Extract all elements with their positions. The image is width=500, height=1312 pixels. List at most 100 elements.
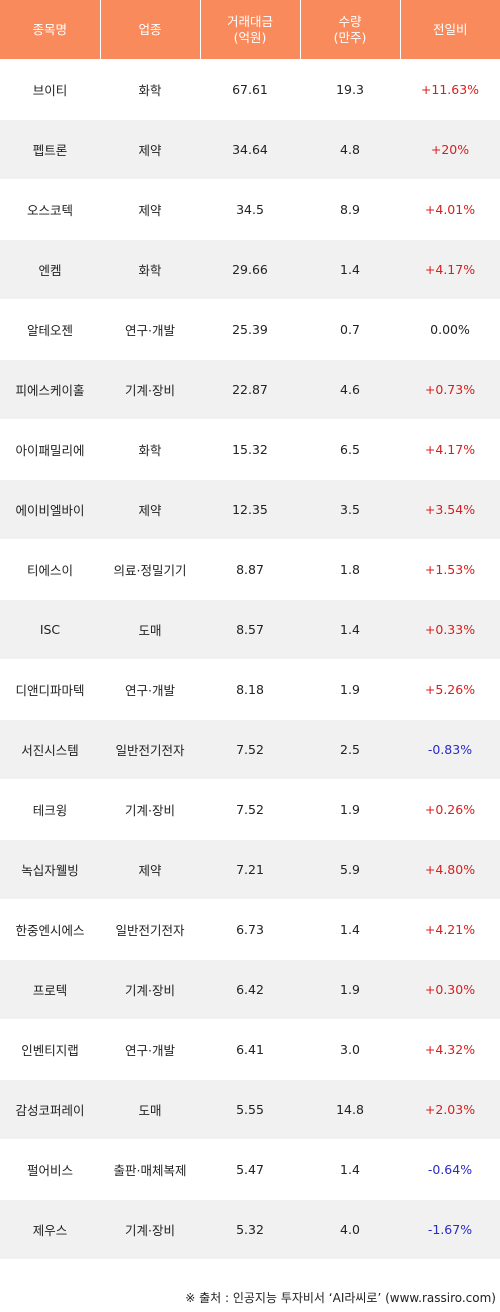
cell-change: +4.17% bbox=[400, 239, 500, 300]
table-row: 펩트론 제약 34.64 4.8 +20% bbox=[0, 119, 500, 180]
table-row: ISC 도매 8.57 1.4 +0.33% bbox=[0, 599, 500, 660]
header-row: 종목명 업종 거래대금 (억원) 수량 (만주) 전일비 bbox=[0, 0, 500, 60]
cell-change: +0.33% bbox=[400, 599, 500, 660]
cell-change: +0.30% bbox=[400, 959, 500, 1020]
cell-volume: 1.4 bbox=[300, 239, 400, 300]
header-amount-line1: 거래대금 bbox=[226, 13, 273, 29]
cell-sector: 화학 bbox=[100, 59, 200, 120]
table-row: 엔켐 화학 29.66 1.4 +4.17% bbox=[0, 239, 500, 300]
cell-stock-name: 펩트론 bbox=[0, 119, 100, 180]
cell-trade-amount: 6.42 bbox=[200, 959, 300, 1020]
cell-sector: 일반전기전자 bbox=[100, 719, 200, 780]
cell-stock-name: 서진시스템 bbox=[0, 719, 100, 780]
cell-trade-amount: 5.55 bbox=[200, 1079, 300, 1140]
table-row: 디앤디파마텍 연구·개발 8.18 1.9 +5.26% bbox=[0, 659, 500, 720]
cell-trade-amount: 6.73 bbox=[200, 899, 300, 960]
cell-trade-amount: 5.47 bbox=[200, 1139, 300, 1200]
cell-change: +4.17% bbox=[400, 419, 500, 480]
cell-trade-amount: 8.87 bbox=[200, 539, 300, 600]
cell-change: 0.00% bbox=[400, 299, 500, 360]
cell-volume: 1.4 bbox=[300, 899, 400, 960]
table-row: 녹십자웰빙 제약 7.21 5.9 +4.80% bbox=[0, 839, 500, 900]
cell-sector: 제약 bbox=[100, 179, 200, 240]
header-volume-line1: 수량 bbox=[338, 13, 362, 29]
cell-volume: 1.9 bbox=[300, 959, 400, 1020]
cell-sector: 화학 bbox=[100, 419, 200, 480]
cell-sector: 기계·장비 bbox=[100, 359, 200, 420]
cell-sector: 도매 bbox=[100, 1079, 200, 1140]
cell-trade-amount: 7.52 bbox=[200, 719, 300, 780]
cell-trade-amount: 8.57 bbox=[200, 599, 300, 660]
cell-sector: 제약 bbox=[100, 119, 200, 180]
header-change: 전일비 bbox=[400, 0, 500, 60]
table-row: 티에스이 의료·정밀기기 8.87 1.8 +1.53% bbox=[0, 539, 500, 600]
table-header: 종목명 업종 거래대금 (억원) 수량 (만주) 전일비 bbox=[0, 0, 500, 60]
cell-volume: 1.9 bbox=[300, 659, 400, 720]
cell-volume: 2.5 bbox=[300, 719, 400, 780]
cell-sector: 기계·장비 bbox=[100, 959, 200, 1020]
cell-trade-amount: 15.32 bbox=[200, 419, 300, 480]
cell-sector: 도매 bbox=[100, 599, 200, 660]
cell-volume: 3.5 bbox=[300, 479, 400, 540]
cell-change: -1.67% bbox=[400, 1199, 500, 1259]
cell-stock-name: 테크윙 bbox=[0, 779, 100, 840]
cell-change: +20% bbox=[400, 119, 500, 180]
cell-trade-amount: 25.39 bbox=[200, 299, 300, 360]
table-row: 오스코텍 제약 34.5 8.9 +4.01% bbox=[0, 179, 500, 240]
header-volume: 수량 (만주) bbox=[300, 0, 401, 60]
cell-sector: 의료·정밀기기 bbox=[100, 539, 200, 600]
cell-stock-name: 피에스케이홀 bbox=[0, 359, 100, 420]
cell-change: +2.03% bbox=[400, 1079, 500, 1140]
cell-change: +0.73% bbox=[400, 359, 500, 420]
table-row: 피에스케이홀 기계·장비 22.87 4.6 +0.73% bbox=[0, 359, 500, 420]
cell-volume: 1.8 bbox=[300, 539, 400, 600]
cell-stock-name: 프로텍 bbox=[0, 959, 100, 1020]
cell-stock-name: 제우스 bbox=[0, 1199, 100, 1259]
cell-stock-name: 알테오젠 bbox=[0, 299, 100, 360]
cell-stock-name: 디앤디파마텍 bbox=[0, 659, 100, 720]
cell-change: +5.26% bbox=[400, 659, 500, 720]
cell-change: +4.80% bbox=[400, 839, 500, 900]
cell-sector: 연구·개발 bbox=[100, 659, 200, 720]
cell-volume: 14.8 bbox=[300, 1079, 400, 1140]
cell-trade-amount: 29.66 bbox=[200, 239, 300, 300]
cell-change: -0.83% bbox=[400, 719, 500, 780]
cell-volume: 4.8 bbox=[300, 119, 400, 180]
cell-trade-amount: 12.35 bbox=[200, 479, 300, 540]
table-row: 테크윙 기계·장비 7.52 1.9 +0.26% bbox=[0, 779, 500, 840]
header-amount: 거래대금 (억원) bbox=[200, 0, 301, 60]
cell-change: +11.63% bbox=[400, 59, 500, 120]
table-row: 에이비엘바이 제약 12.35 3.5 +3.54% bbox=[0, 479, 500, 540]
cell-volume: 1.9 bbox=[300, 779, 400, 840]
cell-stock-name: 펄어비스 bbox=[0, 1139, 100, 1200]
cell-change: +1.53% bbox=[400, 539, 500, 600]
stock-table: 종목명 업종 거래대금 (억원) 수량 (만주) 전일비 브이티 화학 67.61 1… bbox=[0, 0, 500, 1259]
cell-trade-amount: 5.32 bbox=[200, 1199, 300, 1259]
cell-stock-name: 한중엔시에스 bbox=[0, 899, 100, 960]
header-sector: 업종 bbox=[100, 0, 201, 60]
cell-volume: 19.3 bbox=[300, 59, 400, 120]
cell-volume: 1.4 bbox=[300, 599, 400, 660]
cell-sector: 화학 bbox=[100, 239, 200, 300]
cell-change: +0.26% bbox=[400, 779, 500, 840]
cell-stock-name: 티에스이 bbox=[0, 539, 100, 600]
cell-volume: 8.9 bbox=[300, 179, 400, 240]
cell-volume: 5.9 bbox=[300, 839, 400, 900]
cell-sector: 출판·매체복제 bbox=[100, 1139, 200, 1200]
cell-sector: 연구·개발 bbox=[100, 299, 200, 360]
cell-volume: 3.0 bbox=[300, 1019, 400, 1080]
header-volume-line2: (만주) bbox=[333, 29, 367, 45]
cell-stock-name: 에이비엘바이 bbox=[0, 479, 100, 540]
cell-change: -0.64% bbox=[400, 1139, 500, 1200]
table-row: 제우스 기계·장비 5.32 4.0 -1.67% bbox=[0, 1199, 500, 1259]
cell-trade-amount: 7.21 bbox=[200, 839, 300, 900]
table-row: 서진시스템 일반전기전자 7.52 2.5 -0.83% bbox=[0, 719, 500, 780]
cell-stock-name: 오스코텍 bbox=[0, 179, 100, 240]
cell-sector: 기계·장비 bbox=[100, 779, 200, 840]
cell-trade-amount: 6.41 bbox=[200, 1019, 300, 1080]
cell-sector: 일반전기전자 bbox=[100, 899, 200, 960]
cell-stock-name: 엔켐 bbox=[0, 239, 100, 300]
source-footnote: ※ 출처 : 인공지능 투자비서 ‘AI라씨로’ (www.rassiro.co… bbox=[185, 1291, 496, 1305]
cell-trade-amount: 67.61 bbox=[200, 59, 300, 120]
